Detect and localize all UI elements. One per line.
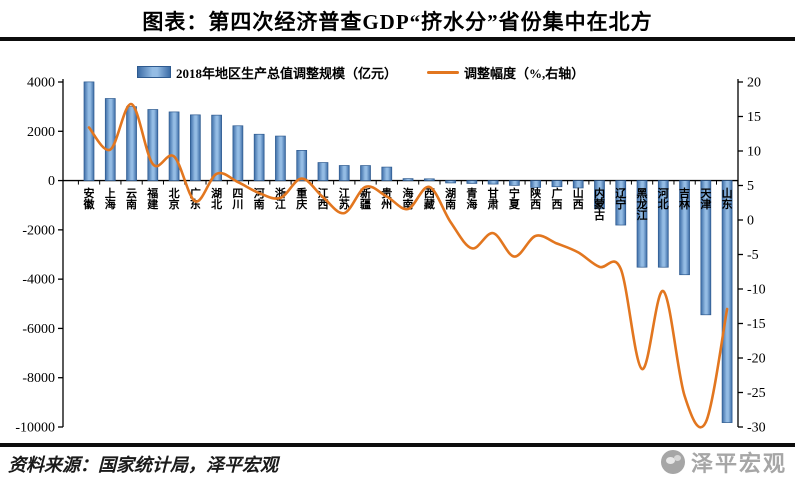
- chart-title: 图表：第四次经济普查GDP“挤水分”省份集中在北方: [142, 10, 653, 34]
- watermark: 泽平宏观: [660, 446, 787, 478]
- watermark-label: 泽平宏观: [690, 451, 787, 476]
- x-axis-label-云南: 云南: [126, 187, 137, 211]
- x-axis-label-辽宁: 辽宁: [615, 187, 627, 211]
- x-axis-label-新疆: 新疆: [360, 186, 371, 211]
- x-axis-label-浙江: 浙江: [275, 186, 286, 211]
- x-axis-label-上海: 上海: [105, 186, 116, 211]
- title-underline: [0, 37, 795, 41]
- gdp-bar-新疆: [360, 165, 371, 181]
- x-axis-label-安徽: 安徽: [83, 186, 96, 211]
- x-axis-label-内蒙古: 内蒙古: [594, 186, 605, 222]
- gdp-bar-江苏: [338, 165, 350, 181]
- gdp-bar-吉林: [679, 180, 690, 276]
- x-axis-label-江西: 江西: [317, 186, 328, 211]
- x-axis-label-西藏: 西藏: [424, 187, 435, 211]
- right-axis-tick-label: 15: [747, 110, 761, 125]
- legend-bar-label: 2018年地区生产总值调整规模（亿元）: [176, 65, 398, 81]
- gdp-bar-辽宁: [615, 180, 627, 226]
- x-axis-label-广东: 广东: [190, 186, 201, 211]
- right-axis-tick-label: 5: [747, 179, 754, 194]
- left-axis-tick-label: 2000: [27, 125, 55, 140]
- x-axis-label-贵州: 贵州: [380, 186, 392, 211]
- x-axis-label-青海: 青海: [466, 186, 477, 211]
- left-axis-tick-label: -4000: [22, 273, 55, 288]
- source-note: 资料来源：国家统计局，泽平宏观: [8, 455, 278, 475]
- x-axis-label-陕西: 陕西: [530, 186, 541, 211]
- x-axis-label-湖北: 湖北: [211, 186, 222, 211]
- left-axis-tick-label: -8000: [22, 371, 55, 386]
- right-axis-tick-label: 10: [747, 145, 761, 160]
- left-axis-tick-label: 4000: [27, 76, 55, 91]
- gdp-bar-湖北: [211, 114, 222, 181]
- x-axis-label-重庆: 重庆: [295, 186, 307, 211]
- gdp-bar-山西: [572, 180, 584, 189]
- footer-divider: [0, 443, 795, 447]
- x-axis-label-北京: 北京: [169, 186, 180, 211]
- x-axis-label-福建: 福建: [146, 186, 159, 211]
- gdp-bar-浙江: [275, 135, 286, 181]
- gdp-bar-内蒙古: [594, 180, 605, 210]
- x-axis-label-海南: 海南: [403, 186, 414, 211]
- chart-legend: 2018年地区生产总值调整规模（亿元） 调整幅度（%,右轴）: [0, 63, 795, 81]
- gdp-bar-上海: [104, 98, 116, 181]
- left-axis-tick-label: -2000: [22, 223, 55, 238]
- x-axis-label-天津: 天津: [700, 187, 712, 211]
- right-axis-tick-label: -30: [747, 421, 766, 436]
- right-axis-tick-label: -25: [747, 386, 766, 401]
- x-axis-label-四川: 四川: [231, 187, 243, 211]
- x-axis-label-甘肃: 甘肃: [488, 186, 499, 211]
- gdp-bar-江西: [317, 162, 329, 181]
- adjustment-rate-line: [87, 102, 729, 429]
- right-axis-tick-label: -15: [747, 317, 766, 332]
- x-axis-label-湖南: 湖南: [445, 186, 456, 211]
- gdp-bar-青海: [466, 180, 478, 184]
- zeping-logo-icon: [660, 450, 685, 474]
- right-axis-tick-label: 0: [747, 214, 754, 229]
- gdp-bar-西藏: [423, 178, 435, 181]
- gdp-bar-湖南: [445, 180, 456, 184]
- left-axis-tick-label: 0: [48, 174, 55, 189]
- legend-item-bars: 2018年地区生产总值调整规模（亿元）: [137, 63, 397, 81]
- gdp-bar-安徽: [83, 81, 95, 181]
- gdp-bar-陕西: [530, 180, 542, 188]
- right-axis-tick-label: -20: [747, 352, 766, 367]
- left-axis-tick-label: -6000: [22, 322, 55, 337]
- gdp-bar-福建: [147, 109, 159, 181]
- gdp-bar-广西: [551, 180, 563, 188]
- x-axis-label-广西: 广西: [551, 186, 562, 211]
- x-axis-label-宁夏: 宁夏: [509, 186, 521, 211]
- x-axis-label-山西: 山西: [573, 186, 584, 211]
- bar-series-swatch-icon: [137, 66, 171, 78]
- gdp-bar-重庆: [296, 150, 308, 181]
- x-axis-label-吉林: 吉林: [679, 186, 690, 211]
- gdp-bar-北京: [168, 111, 180, 181]
- x-axis-label-黑龙江: 黑龙江: [636, 187, 648, 222]
- line-series-swatch-icon: [427, 70, 459, 74]
- x-axis-label-江苏: 江苏: [339, 186, 350, 211]
- gdp-bar-海南: [402, 178, 414, 181]
- gdp-bar-广东: [190, 114, 201, 181]
- gdp-bar-黑龙江: [636, 180, 648, 268]
- gdp-bar-天津: [700, 180, 712, 316]
- gdp-bar-宁夏: [509, 180, 520, 186]
- gdp-bar-山东: [721, 180, 733, 423]
- gdp-bar-四川: [232, 125, 244, 181]
- legend-line-label: 调整幅度（%,右轴）: [464, 65, 585, 81]
- right-axis-tick-label: 20: [747, 76, 761, 91]
- right-axis-tick-label: -10: [747, 283, 766, 298]
- right-axis-tick-label: -5: [747, 248, 759, 263]
- x-axis-label-河南: 河南: [254, 186, 265, 211]
- legend-item-line: 调整幅度（%,右轴）: [427, 63, 584, 81]
- gdp-bar-贵州: [381, 166, 393, 181]
- gdp-bar-河南: [253, 133, 265, 181]
- gdp-bar-甘肃: [487, 180, 499, 185]
- x-axis-label-河北: 河北: [658, 186, 669, 211]
- gdp-bar-河北: [657, 180, 669, 268]
- left-axis-tick-label: -10000: [15, 421, 55, 436]
- x-axis-label-山东: 山东: [722, 186, 733, 211]
- gdp-bar-云南: [126, 106, 137, 181]
